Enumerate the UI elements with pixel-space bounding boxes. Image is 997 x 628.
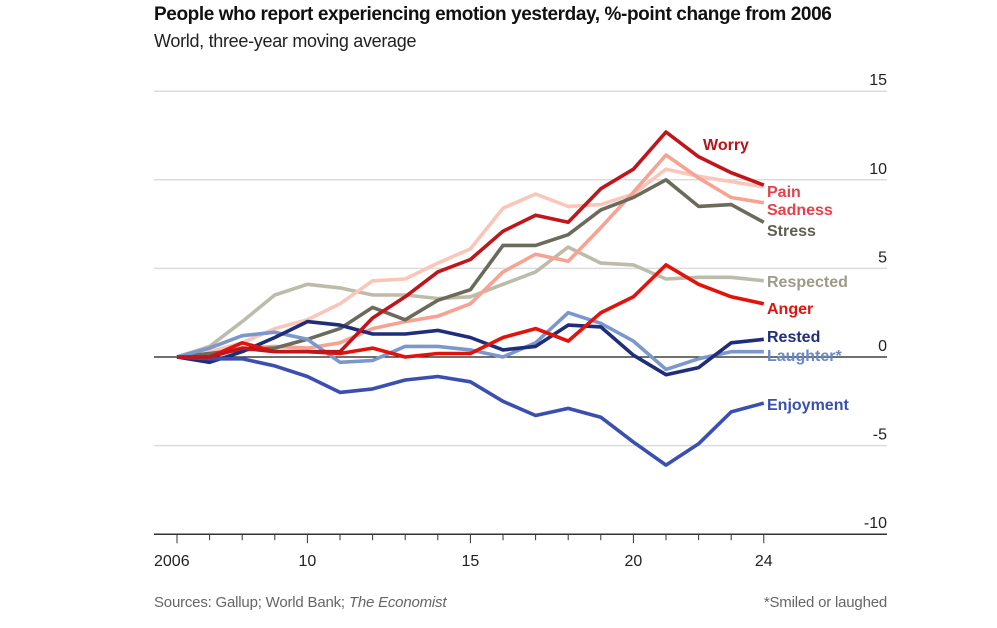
y-tick-label: -10: [864, 515, 887, 532]
series-label-sadness: Sadness: [767, 202, 833, 219]
y-tick-label: 5: [878, 249, 887, 266]
source-note: Sources: Gallup; World Bank; The Economi…: [154, 594, 447, 611]
x-tick-label: 20: [625, 553, 643, 570]
y-tick-label: 15: [869, 72, 887, 89]
y-tick-label: -5: [873, 427, 887, 444]
series-label-worry: Worry: [703, 137, 749, 154]
chart-subtitle: World, three-year moving average: [154, 31, 417, 51]
series-line-respected: [176, 245, 764, 359]
series-line-enjoyment: [176, 355, 765, 467]
series-line-stress: [176, 178, 765, 359]
x-tick-label: 10: [299, 553, 317, 570]
source-publication: The Economist: [348, 594, 447, 611]
series-label-respected: Respected: [767, 274, 848, 291]
x-tick-label: 24: [755, 553, 773, 570]
source-prefix: Sources: Gallup; World Bank;: [154, 594, 349, 611]
series-line-rested: [176, 319, 764, 377]
series-line-sadness: [176, 153, 765, 359]
series-line-laughter: [176, 310, 764, 372]
series-label-anger: Anger: [767, 301, 813, 318]
y-tick-label: 0: [878, 338, 887, 355]
series-line-worry: [177, 130, 765, 359]
y-tick-label: 10: [869, 161, 887, 178]
y-axis-ticks: 15 10 5 0 -5 -10: [864, 72, 887, 532]
x-tick-label: 2006: [154, 553, 190, 570]
series-label-laughter: Laughter*: [767, 348, 842, 365]
x-axis: 2006 10 15 20 24: [154, 534, 773, 570]
chart-title: People who report experiencing emotion y…: [154, 4, 832, 25]
series-label-stress: Stress: [767, 223, 816, 240]
series-label-pain: Pain: [767, 184, 801, 201]
gridlines: [154, 90, 887, 535]
series-label-enjoyment: Enjoyment: [767, 397, 849, 414]
x-tick-label: 15: [462, 553, 480, 570]
series-label-rested: Rested: [767, 329, 820, 346]
series-line-pain: [176, 167, 765, 359]
footnote: *Smiled or laughed: [763, 594, 887, 611]
series-lines: [176, 130, 765, 467]
